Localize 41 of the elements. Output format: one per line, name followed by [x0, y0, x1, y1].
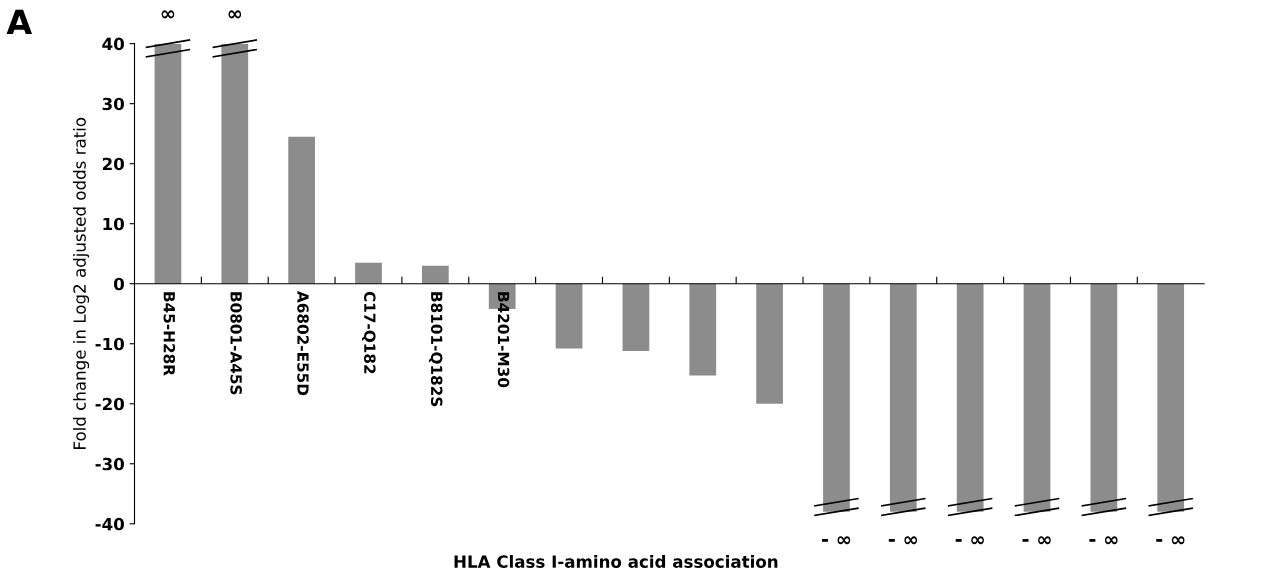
x-axis-title: HLA Class I-amino acid association — [454, 555, 778, 568]
y-tick-label: -10 — [95, 337, 124, 351]
bar — [1090, 283, 1118, 512]
bar — [288, 136, 316, 284]
x-tick-label: C17-Q182 — [362, 291, 376, 374]
x-tick-label: B8101-Q182S — [428, 292, 443, 407]
bar — [622, 283, 650, 351]
y-axis-title: Fold change in Log2 adjusted odds ratio — [72, 117, 90, 449]
bar — [555, 283, 583, 349]
bar — [154, 43, 182, 284]
data-label: - ∞ — [888, 536, 918, 545]
data-label: - ∞ — [1089, 536, 1118, 545]
y-tick-label: 20 — [102, 157, 124, 171]
data-label: - ∞ — [955, 536, 984, 545]
y-tick-label: 40 — [102, 37, 124, 51]
y-tick-label: 30 — [102, 97, 124, 111]
x-tick-label: B45-H28R — [163, 292, 176, 376]
x-tick-label: B0801-A45S — [230, 292, 242, 395]
bar — [823, 283, 850, 512]
y-tick-label: 10 — [103, 217, 124, 231]
y-tick-label: -30 — [95, 457, 124, 471]
x-tick-label: B4201-M30 — [497, 292, 510, 388]
bar — [756, 283, 783, 404]
data-label: - ∞ — [821, 536, 851, 545]
bar — [355, 262, 382, 284]
bar — [889, 283, 917, 512]
data-label: ∞ — [161, 10, 175, 19]
bar — [221, 43, 249, 284]
y-tick-label: 0 — [113, 277, 124, 291]
bar — [421, 265, 449, 284]
chart-title: A — [6, 9, 33, 35]
y-tick-label: -20 — [95, 397, 124, 411]
x-tick-label: A6802-E55D — [297, 291, 309, 396]
y-tick-label: -40 — [95, 517, 124, 531]
bar — [956, 283, 984, 512]
data-label: - ∞ — [1156, 536, 1185, 545]
bar — [1023, 283, 1051, 512]
data-label: - ∞ — [1022, 536, 1051, 545]
data-label: ∞ — [228, 10, 242, 19]
bar — [689, 283, 717, 376]
bar — [1157, 283, 1185, 512]
